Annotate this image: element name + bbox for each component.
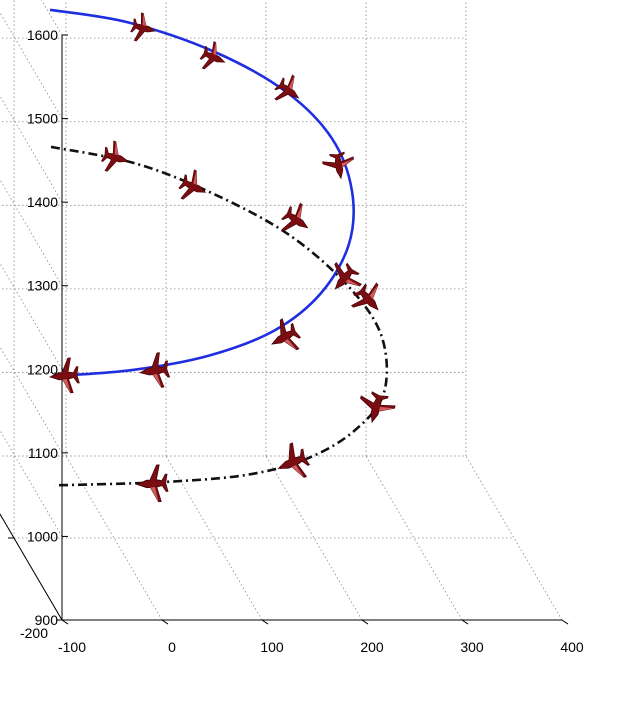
aircraft-icon: [360, 391, 396, 424]
aircraft-icon: [281, 202, 309, 232]
x-tick-mark: [161, 619, 169, 625]
x-tick-mark: [61, 619, 69, 625]
aircraft-icon: [130, 12, 156, 42]
grid-lines: [0, 0, 563, 621]
trajectory-0-line: [49, 8, 355, 378]
aircraft-markers: [49, 12, 396, 503]
tick-labels: -1000100200300400-2000200900100011001200…: [0, 27, 584, 655]
aircraft-icon: [274, 74, 300, 101]
aircraft-wing-highlight: [288, 76, 295, 90]
aircraft-wing-highlight: [296, 204, 303, 219]
aircraft-wing-highlight: [114, 141, 119, 156]
axes-box: [0, 34, 569, 625]
z-tick-label: 1500: [27, 111, 58, 127]
x-tick-label: 300: [460, 639, 484, 655]
x-tick-label: 0: [168, 639, 176, 655]
aircraft-icon: [136, 464, 169, 503]
z-tick-label: 1400: [27, 194, 58, 210]
aircraft-wing-highlight: [150, 487, 159, 502]
aircraft-wing-highlight: [152, 373, 162, 388]
trajectory-1-line: [50, 145, 389, 487]
aircraft-wing-highlight: [341, 159, 354, 168]
z-tick-label: 1200: [27, 361, 58, 377]
x-tick-mark: [461, 619, 469, 625]
aircraft-body: [49, 357, 80, 394]
aircraft-wing-highlight: [142, 13, 147, 26]
aircraft-body: [351, 282, 379, 311]
aircraft-wing-highlight: [378, 406, 395, 412]
series-group: [49, 8, 389, 487]
aircraft-icon: [100, 140, 129, 172]
aircraft-icon: [139, 352, 171, 388]
aircraft-icon: [334, 261, 362, 290]
aircraft-icon: [322, 151, 354, 180]
x-tick-label: 200: [360, 639, 384, 655]
aircraft-body: [100, 140, 129, 172]
aircraft-wing-highlight: [213, 42, 217, 56]
z-tick-label: 900: [35, 612, 59, 628]
z-tick-label: 1000: [27, 528, 58, 544]
aircraft-wing-highlight: [291, 465, 304, 478]
aircraft-body: [139, 352, 171, 388]
z-tick-label: 1600: [27, 27, 58, 43]
aircraft-icon: [351, 282, 379, 311]
aircraft-body: [199, 41, 226, 70]
y-tick-label: -200: [20, 625, 48, 641]
aircraft-body: [178, 169, 207, 200]
z-tick-label: 1300: [27, 278, 58, 294]
x-tick-mark: [361, 619, 369, 625]
x-tick-label: 400: [560, 639, 584, 655]
aircraft-body: [130, 12, 156, 42]
aircraft-icon: [49, 357, 80, 394]
aircraft-body: [281, 202, 309, 232]
aircraft-wing-highlight: [284, 339, 297, 350]
x-tick-mark: [561, 619, 569, 625]
aircraft-icon: [178, 169, 207, 200]
aircraft-wing-highlight: [369, 284, 378, 299]
aircraft-icon: [277, 442, 311, 478]
left-wall-grid-line: [0, 11, 63, 119]
aircraft-body: [322, 151, 354, 180]
aircraft-body: [277, 442, 311, 478]
x-tick-mark: [261, 619, 269, 625]
aircraft-body: [271, 318, 302, 351]
aircraft-body: [136, 464, 169, 503]
floor-grid-line: [465, 455, 563, 621]
aircraft-icon: [199, 41, 226, 70]
x-tick-label: -100: [58, 639, 86, 655]
aircraft-body: [334, 261, 362, 290]
x-tick-label: 100: [260, 639, 284, 655]
aircraft-wing-highlight: [193, 170, 197, 185]
aircraft-wing-highlight: [345, 279, 360, 286]
aircraft-icon: [271, 318, 302, 351]
aircraft-wing-highlight: [62, 379, 71, 393]
z-tick-label: 1100: [28, 445, 58, 461]
